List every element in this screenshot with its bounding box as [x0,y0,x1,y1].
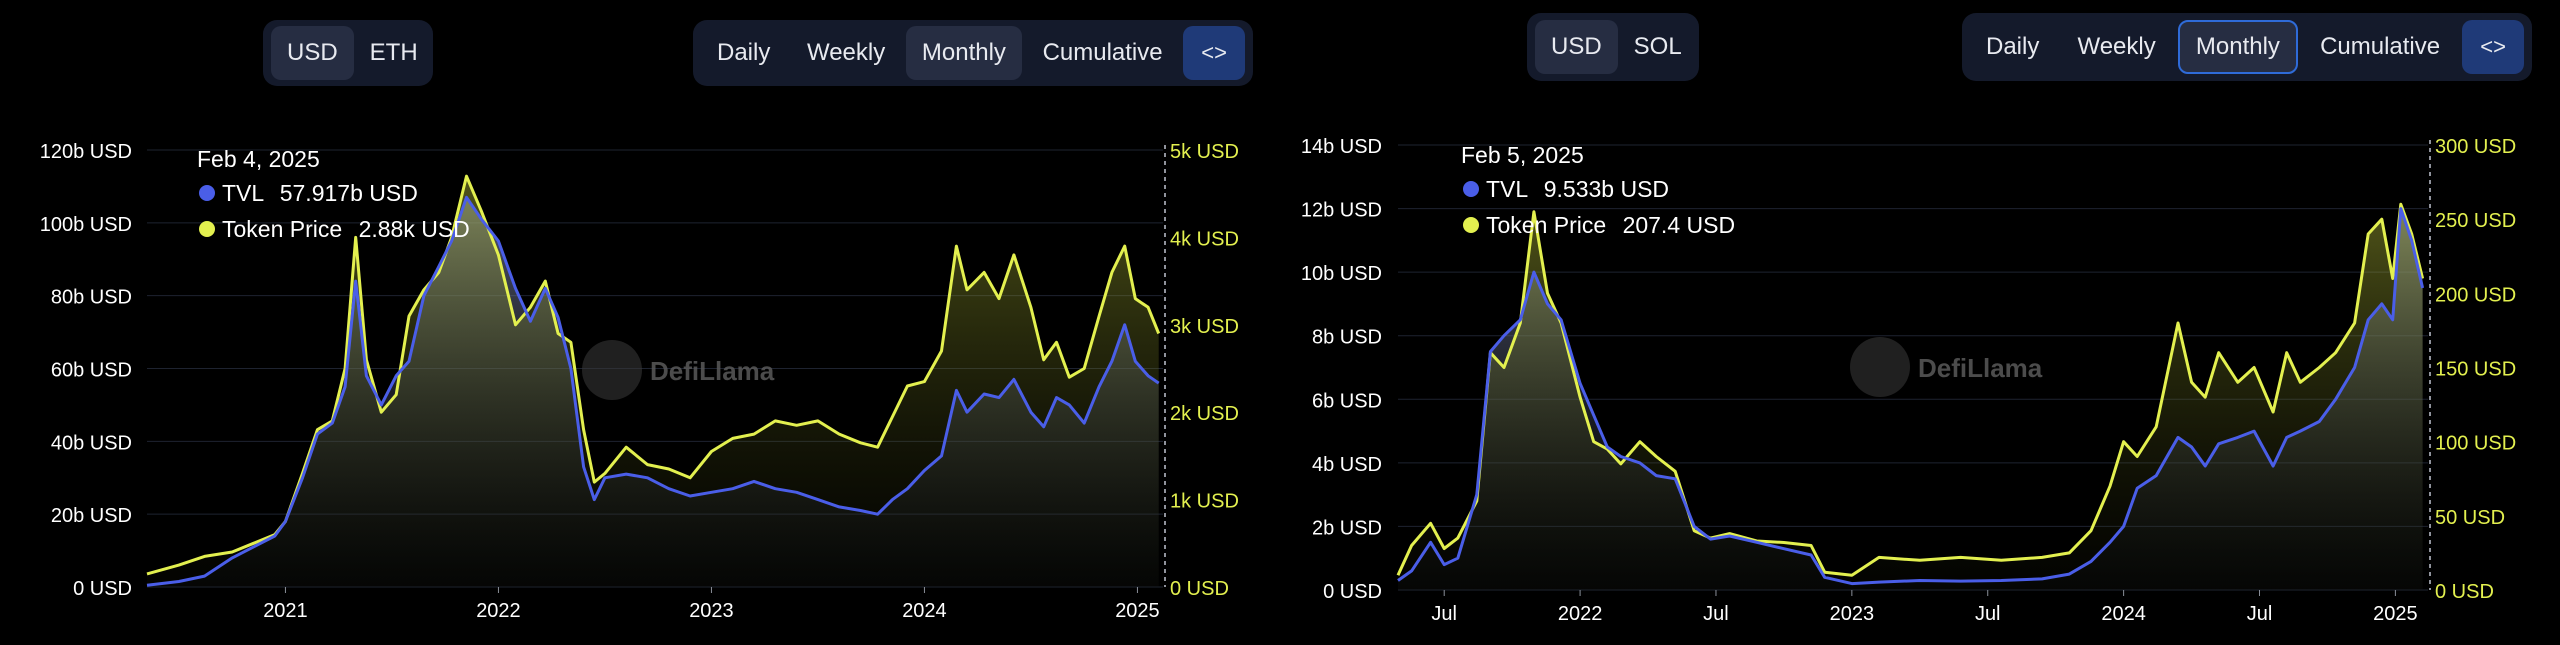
price-legend-dot [1463,217,1479,233]
y-right-tick-label: 300 USD [2435,136,2516,158]
y-left-tick-label: 8b USD [1312,327,1382,349]
y-left-tick-label: 14b USD [1301,136,1382,158]
price-line [1396,202,2425,577]
tooltip-tvl-label: TVL [222,180,264,206]
period-cumulative-button[interactable]: Cumulative [2320,33,2441,60]
y-left-tick-label: 12b USD [1301,200,1382,222]
price-line [146,174,1161,576]
tooltip-price-value: 207.4 USD [1623,212,1736,238]
currency-toggle: USD ETH [263,20,433,86]
y-left-tick-label: 4b USD [1312,454,1382,476]
y-right-tick-label: 150 USD [2435,359,2516,381]
code-icon: <> [1201,40,1227,65]
y-right-tick-label: 0 USD [1170,578,1229,600]
x-tick-label: 2025 [1115,600,1160,622]
currency-sol-button[interactable]: SOL [1633,33,1682,60]
period-toggle: Daily Weekly Monthly Cumulative <> [693,20,1253,86]
y-left-tick-label: 10b USD [1301,263,1382,285]
period-weekly-button[interactable]: Weekly [806,39,886,66]
price-area [147,176,1159,587]
currency-toggle: USD SOL [1527,13,1699,81]
tooltip-tvl-value: 9.533b USD [1544,176,1669,202]
watermark: DefiLlama [582,340,775,400]
tvl-price-chart-eth: 0 USD 20b USD 40b USD 60b USD 80b USD 100b US… [40,141,1239,622]
y-right-tick-label: 100 USD [2435,433,2516,455]
tvl-legend-dot [1463,181,1479,197]
watermark-text: DefiLlama [650,356,775,386]
period-daily-button[interactable]: Daily [1986,33,2040,60]
x-tick-label: 2021 [263,600,308,622]
tvl-price-chart-sol: 0 USD 2b USD 4b USD 6b USD 8b USD 10b USD 12b … [1301,136,2516,625]
y-left-tick-label: 0 USD [1323,581,1382,603]
x-tick-label: Jul [1431,603,1457,625]
period-monthly-button[interactable]: Monthly [2177,20,2298,74]
x-tick-label: 2023 [689,600,734,622]
y-right-tick-label: 1k USD [1170,491,1239,513]
watermark-text: DefiLlama [1918,353,2043,383]
tooltip-date: Feb 4, 2025 [197,146,320,172]
svg-text:Token Price 2.88k USD: Token Price 2.88k USD [222,216,470,242]
tooltip-tvl-value: 57.917b USD [280,180,418,206]
y-right-tick-label: 0 USD [2435,581,2494,603]
tooltip-price-value: 2.88k USD [359,216,470,242]
y-right-tick-label: 5k USD [1170,141,1239,163]
y-left-tick-label: 6b USD [1312,390,1382,412]
x-tick-label: Jul [1975,603,2001,625]
code-icon: <> [2480,34,2506,59]
tvl-legend-dot [199,185,215,201]
currency-eth-button[interactable]: ETH [369,39,418,66]
currency-usd-button[interactable]: USD [1535,20,1618,74]
llama-logo-icon [1850,337,1910,397]
period-daily-button[interactable]: Daily [717,39,771,66]
chart-tooltip: Feb 5, 2025 TVL 9.533b USD Token Price 2… [1461,142,1735,238]
period-monthly-button[interactable]: Monthly [905,26,1022,80]
llama-logo-icon [582,340,642,400]
y-right-tick-label: 50 USD [2435,507,2505,529]
chart-tooltip: Feb 4, 2025 TVL 57.917b USD Token Price … [197,146,470,242]
x-tick-label: 2023 [1830,603,1875,625]
currency-usd-button[interactable]: USD [271,26,354,80]
tvl-line [146,195,1160,587]
period-cumulative-button[interactable]: Cumulative [1042,39,1163,66]
y-left-tick-label: 40b USD [51,432,132,454]
y-left-tick-label: 60b USD [51,360,132,382]
y-right-tick-label: 200 USD [2435,284,2516,306]
y-left-tick-label: 0 USD [73,578,132,600]
svg-text:TVL 57.917b USD: TVL 57.917b USD [222,180,418,206]
watermark: DefiLlama [1850,337,2043,397]
y-right-tick-label: 4k USD [1170,228,1239,250]
y-left-tick-label: 100b USD [40,214,132,236]
embed-code-button[interactable]: <> [1183,26,1245,80]
embed-code-button[interactable]: <> [2462,20,2524,74]
tooltip-price-label: Token Price [222,216,342,242]
x-tick-label: 2022 [1558,603,1603,625]
y-left-tick-label: 80b USD [51,287,132,309]
period-toggle: Daily Weekly Monthly Cumulative <> [1962,13,2532,81]
x-tick-label: 2022 [476,600,521,622]
tooltip-price-label: Token Price [1486,212,1606,238]
svg-text:Token Price 207.4 USD: Token Price 207.4 USD [1486,212,1735,238]
y-right-tick-label: 2k USD [1170,403,1239,425]
x-tick-label: 2024 [2101,603,2146,625]
x-tick-label: 2025 [2373,603,2418,625]
y-right-tick-label: 250 USD [2435,210,2516,232]
tooltip-date: Feb 5, 2025 [1461,142,1584,168]
price-legend-dot [199,221,215,237]
price-area [1398,204,2423,591]
y-left-tick-label: 20b USD [51,505,132,527]
tvl-line [1397,207,2425,586]
x-tick-label: 2024 [902,600,947,622]
svg-text:TVL 9.533b USD: TVL 9.533b USD [1486,176,1669,202]
y-right-tick-label: 3k USD [1170,316,1239,338]
period-weekly-button[interactable]: Weekly [2077,33,2156,60]
x-tick-label: Jul [1703,603,1729,625]
y-left-tick-label: 120b USD [40,141,132,163]
x-tick-label: Jul [2247,603,2273,625]
y-left-tick-label: 2b USD [1312,517,1382,539]
tooltip-tvl-label: TVL [1486,176,1528,202]
